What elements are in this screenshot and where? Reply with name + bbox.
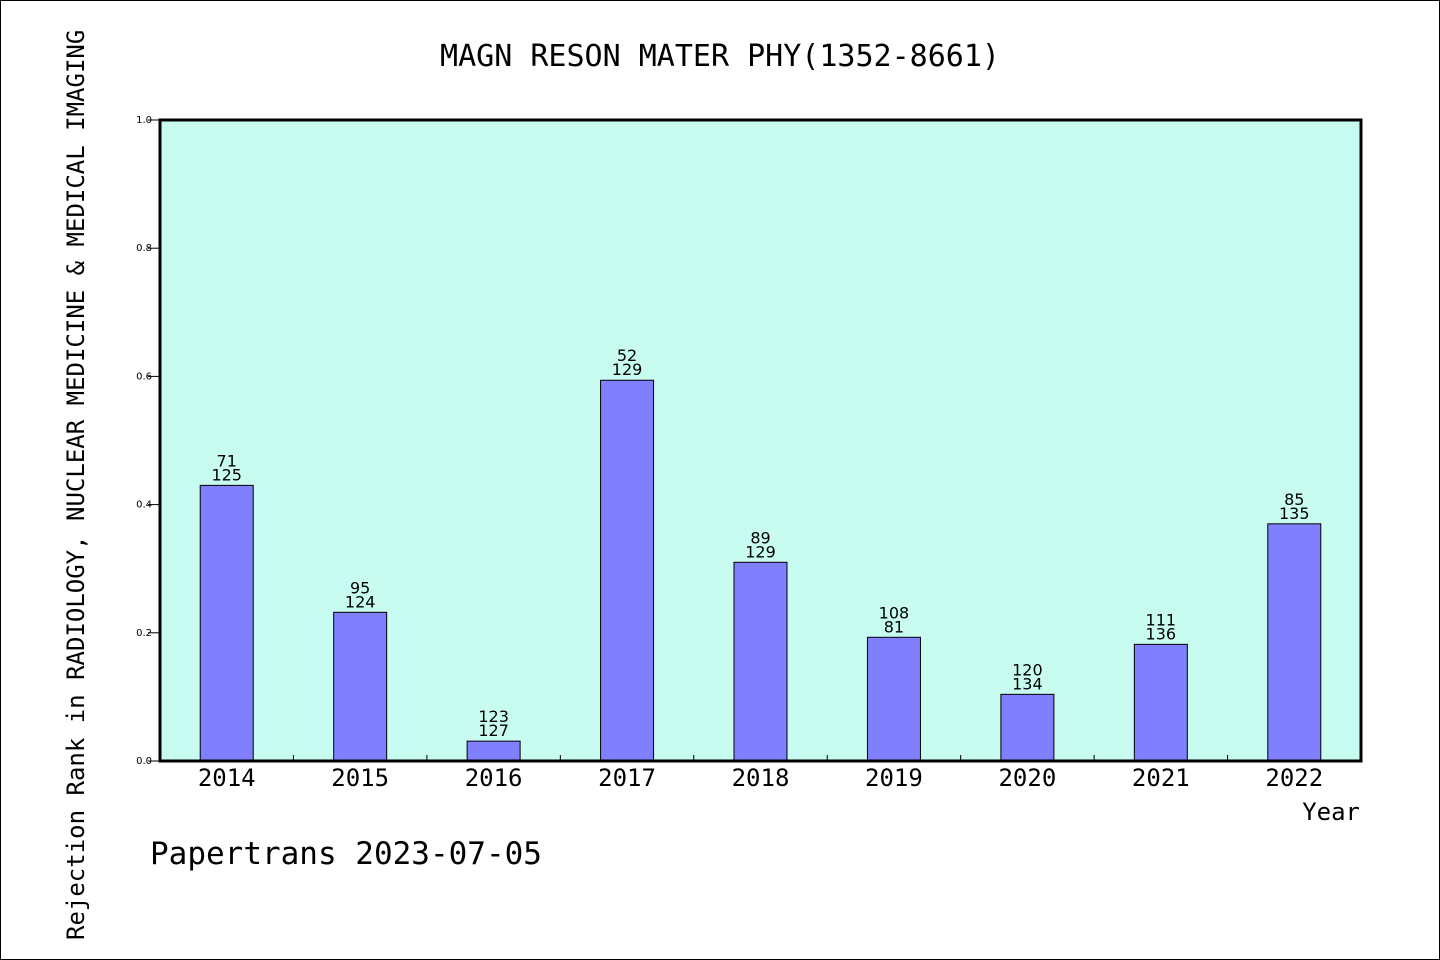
bar-label-top: 123	[478, 707, 509, 726]
bar-label-bottom: 134	[1012, 674, 1043, 693]
bar-label-bottom: 127	[478, 721, 509, 740]
bar-2020	[1000, 693, 1055, 762]
bar-label-top: 85	[1284, 490, 1304, 509]
bar-label-bottom: 124	[345, 592, 376, 611]
x-tick-label: 2016	[465, 764, 523, 792]
x-tick-label: 2017	[598, 764, 656, 792]
chart-title: MAGN RESON MATER PHY(1352-8661)	[440, 39, 1000, 74]
bar-label-top: 71	[217, 451, 237, 470]
x-tick-label: 2020	[998, 764, 1056, 792]
bar-label-top: 111	[1146, 610, 1177, 629]
y-axis-ticks: 0.0 0.2 0.4 0.6 0.8 1.0	[136, 115, 160, 767]
bars	[199, 379, 1322, 762]
bar-label-bottom: 81	[884, 617, 904, 636]
x-tick-label: 2014	[198, 764, 256, 792]
bar-label-top: 95	[350, 578, 370, 597]
bar-2014	[199, 484, 254, 762]
x-axis-ticks: 2014 2015 2016 2017 2018 2019 2020 2021 2022	[198, 755, 1323, 792]
bar-label-top: 120	[1012, 660, 1043, 679]
bar-2021	[1133, 643, 1188, 762]
x-tick-label: 2015	[331, 764, 389, 792]
y-tick-label: 1.0	[136, 115, 152, 126]
y-tick-label: 0.8	[136, 243, 152, 254]
y-tick-label: 0.6	[136, 371, 152, 382]
footer-credit: Papertrans 2023-07-05	[150, 836, 542, 872]
x-tick-label: 2022	[1265, 764, 1323, 792]
bar-label-top: 89	[750, 528, 770, 547]
bar-labels: 7112595124123127521298912910881120134111…	[211, 346, 1309, 740]
bar-2016	[466, 740, 521, 762]
y-tick-label: 0.4	[136, 500, 152, 511]
bar-label-top: 52	[617, 346, 637, 365]
plot-border	[158, 118, 1363, 763]
x-tick-label: 2018	[732, 764, 790, 792]
bar-label-top: 108	[879, 603, 910, 622]
bar-2017	[600, 379, 655, 762]
x-tick-label: 2021	[1132, 764, 1190, 792]
bar-label-bottom: 129	[745, 542, 776, 561]
bar-2015	[333, 611, 388, 762]
bar-label-bottom: 135	[1279, 504, 1310, 523]
y-tick-label: 0.2	[136, 628, 152, 639]
bar-2019	[866, 636, 921, 762]
y-tick-label: 0.0	[136, 756, 152, 767]
bar-label-bottom: 136	[1146, 624, 1177, 643]
y-axis-label: Rejection Rank in RADIOLOGY, NUCLEAR MED…	[62, 30, 90, 940]
x-axis-label: Year	[1302, 798, 1360, 826]
x-tick-label: 2019	[865, 764, 923, 792]
bar-2022	[1267, 523, 1322, 762]
bar-label-bottom: 129	[612, 360, 643, 379]
bar-label-bottom: 125	[211, 465, 242, 484]
bar-2018	[733, 561, 788, 762]
